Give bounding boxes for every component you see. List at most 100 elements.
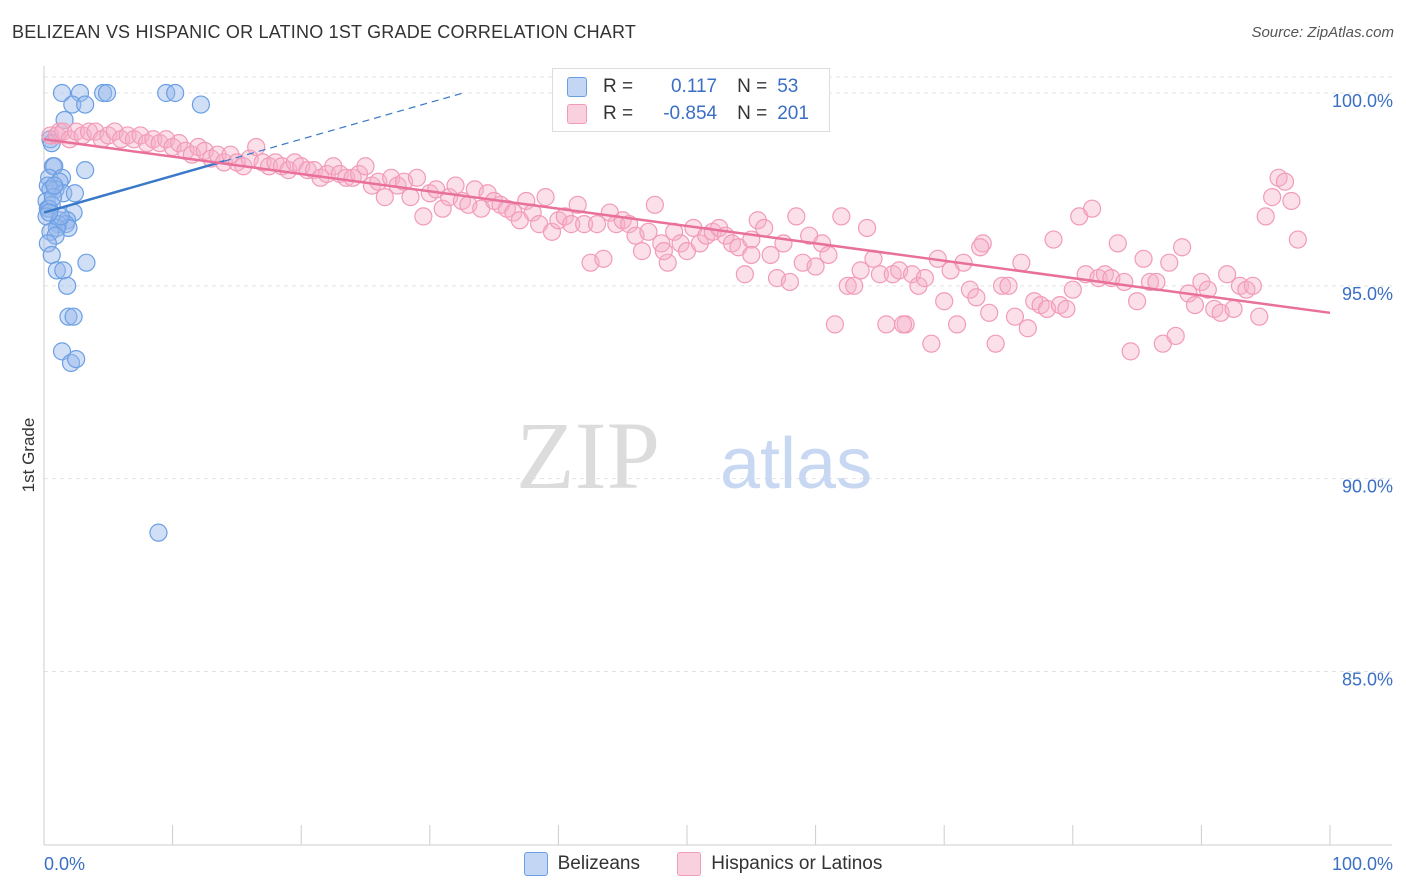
hispanic-point (870, 265, 890, 284)
hispanic-point (1115, 272, 1134, 292)
hispanic-point (401, 188, 420, 207)
hispanic-point (645, 195, 664, 214)
hispanic-point (1018, 319, 1037, 338)
hispanic-point (1263, 188, 1282, 207)
hispanic-point (1256, 207, 1275, 226)
hispanic-point (845, 276, 864, 295)
hispanic-point (1173, 238, 1192, 257)
hispanic-point (446, 176, 465, 195)
hispanic-point (1121, 342, 1140, 361)
hispanic-point (1082, 199, 1102, 218)
hispanic-point (832, 207, 851, 226)
y-axis-title: 1st Grade (19, 418, 38, 493)
hispanic-point (967, 288, 986, 307)
hispanic-point (986, 334, 1005, 353)
r-value: 0.117 (670, 76, 718, 97)
belizean-point (54, 261, 73, 280)
x-tick-label-min: 0.0% (44, 854, 85, 874)
hispanic-point (1063, 280, 1082, 299)
source-label: Source: ZipAtlas.com (1251, 24, 1394, 41)
hispanic-point (780, 272, 799, 292)
y-tick-label: 90.0% (1342, 477, 1393, 497)
y-tick-label: 85.0% (1342, 669, 1393, 689)
belizean-point (45, 176, 64, 195)
hispanic-point (1250, 307, 1269, 326)
belizean-point (64, 307, 83, 326)
belizean-point (191, 95, 210, 114)
belizean-point (58, 276, 77, 295)
n-label: N = (737, 76, 768, 97)
hispanic-point (542, 222, 562, 241)
watermark-zip: ZIP (516, 402, 660, 509)
belizean-point (46, 226, 65, 245)
hispanic-point (632, 242, 652, 261)
stats-row-hispanics: R = -0.854 N = 201 (567, 102, 809, 126)
hispanic-point (825, 315, 844, 334)
belizean-point (59, 307, 78, 326)
hispanic-point (877, 315, 896, 334)
belizean-point (40, 203, 59, 222)
hispanic-point (414, 207, 433, 226)
y-tick-label: 100.0% (1332, 91, 1393, 111)
belizean-point (65, 184, 84, 203)
hispanic-point (1160, 253, 1179, 272)
legend-item-belizeans[interactable]: Belizeans (523, 852, 640, 876)
hispanic-point (1012, 253, 1031, 272)
y-tick-label: 95.0% (1342, 284, 1393, 304)
axis-labels: 85.0% 90.0% 95.0% 100.0% 0.0% 100.0% 1st Grade (19, 91, 1393, 874)
hispanic-point (1134, 249, 1153, 268)
belizean-point (47, 261, 66, 280)
belizean-point (94, 83, 113, 103)
belizean-point (166, 83, 185, 103)
chart-title: BELIZEAN VS HISPANIC OR LATINO 1ST GRADE… (12, 22, 637, 42)
belizean-point (42, 245, 61, 265)
hispanic-point (594, 249, 613, 268)
hispanic-point (1140, 272, 1160, 292)
n-value: 53 (777, 76, 799, 97)
bottom-legend: Belizeans Hispanics or Latinos (0, 852, 1406, 882)
hispanic-point (915, 269, 935, 288)
hispanic-point (819, 245, 838, 265)
hispanic-point (1044, 230, 1063, 249)
hispanic-point (761, 245, 780, 265)
hispanic-point (568, 195, 587, 214)
belizean-point (77, 253, 96, 272)
belizean-point (97, 83, 117, 103)
legend-label-belizeans: Belizeans (557, 853, 640, 874)
hispanic-point (562, 215, 581, 234)
hispanic-point (356, 157, 375, 176)
hispanic-point (1057, 299, 1076, 319)
hispanic-point (935, 292, 954, 311)
scatter-points (37, 83, 1307, 542)
hispanic-point (587, 215, 607, 234)
hispanic-point (755, 218, 774, 238)
hispanic-point (1005, 307, 1025, 326)
hispanic-point (1288, 230, 1307, 249)
hispanic-point (947, 315, 967, 334)
r-label: R = (603, 76, 634, 97)
legend-label-hispanics: Hispanics or Latinos (711, 853, 883, 874)
axes (43, 66, 1392, 846)
hispanic-point (999, 276, 1018, 295)
hispanic-point (787, 207, 806, 226)
blue-swatch-icon (567, 77, 587, 97)
hispanic-point (1243, 276, 1262, 295)
hispanic-point (536, 188, 555, 207)
hispanic-point (806, 257, 825, 276)
hispanic-point (893, 315, 913, 334)
legend-item-hispanics[interactable]: Hispanics or Latinos (677, 852, 882, 876)
belizean-point (63, 95, 82, 114)
watermark-atlas: atlas (720, 424, 872, 504)
x-tick-label-max: 100.0% (1332, 854, 1393, 874)
hispanic-point (992, 276, 1012, 295)
hispanic-point (857, 218, 877, 238)
hispanic-trend-line (43, 138, 1331, 315)
hispanic-point (1282, 191, 1301, 211)
hispanic-point (1185, 295, 1205, 315)
hispanic-point (1224, 299, 1243, 319)
n-label: N = (737, 103, 768, 124)
pink-square-icon (677, 852, 702, 876)
hispanic-point (838, 276, 857, 295)
pink-swatch-icon (567, 104, 587, 124)
